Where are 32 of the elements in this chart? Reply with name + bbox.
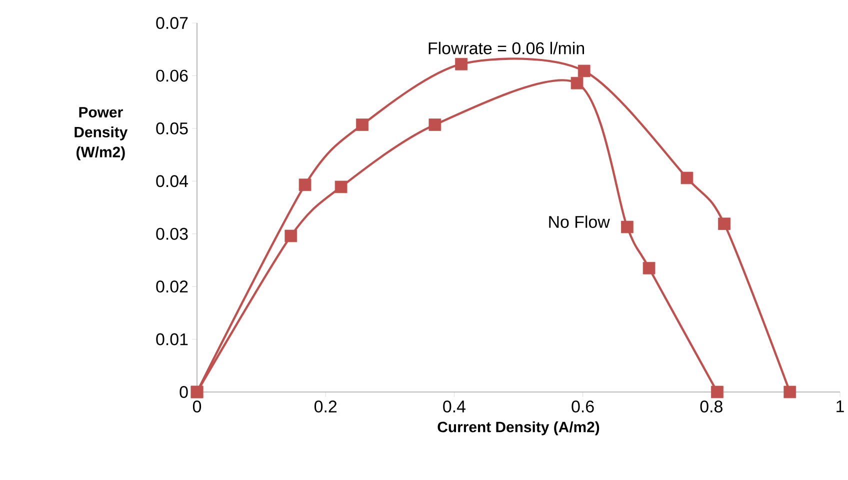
point (578, 64, 590, 78)
point (718, 218, 730, 230)
point (356, 118, 368, 131)
point (298, 178, 312, 191)
x-tick-label: 0 (192, 400, 202, 413)
y-tick-label: 0.04 (156, 175, 188, 188)
point (711, 386, 724, 398)
point (680, 172, 694, 184)
x-tick-label: 0.4 (443, 400, 466, 413)
point (284, 230, 298, 242)
y-axis-title: Power Density (W/m2) (74, 107, 128, 160)
x-tick-label: 0.8 (700, 400, 722, 413)
y-tick-label: 0.05 (156, 122, 188, 134)
point (455, 58, 468, 70)
series-label: No Flow (549, 216, 610, 228)
point (642, 262, 656, 274)
y-tick-label: 0.01 (156, 333, 188, 346)
series-label: Flowrate = 0.06 l/min (428, 42, 584, 54)
point (570, 76, 584, 90)
y-tick-label: 0.06 (156, 70, 188, 82)
y-tick-label: 0 (180, 386, 188, 398)
x-tick-label: 0.6 (572, 400, 594, 413)
y-tick-label: 0.03 (156, 228, 188, 240)
point (428, 118, 442, 131)
x-axis-title: Current Density (A/m2) (438, 421, 600, 436)
x-tick-label: 1 (836, 400, 844, 412)
y-tick-label: 0.07 (156, 16, 188, 29)
point (784, 386, 796, 398)
point (334, 180, 348, 194)
y-tick-label: 0.02 (156, 280, 188, 293)
point (621, 220, 634, 234)
x-tick-label: 0.2 (314, 400, 337, 413)
